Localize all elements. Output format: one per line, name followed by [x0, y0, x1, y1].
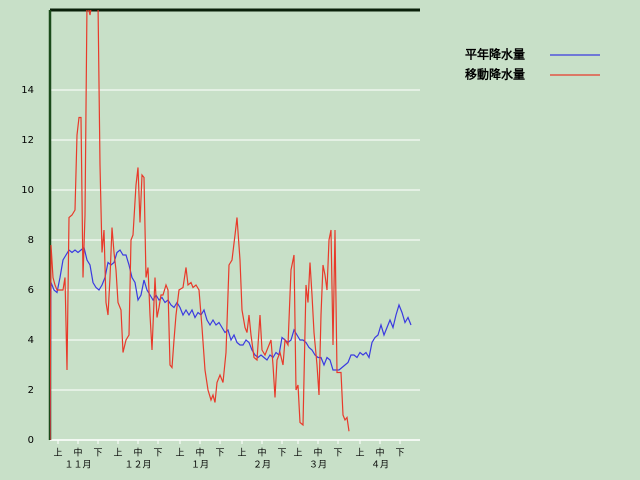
x-tick-label: 上: [355, 448, 364, 459]
legend-label: 移動降水量: [465, 67, 525, 82]
x-tick-label: 上: [293, 448, 302, 459]
month-label: ３月: [309, 460, 327, 471]
x-tick-label: 下: [93, 449, 102, 459]
x-tick-label: 中: [73, 447, 82, 459]
series-line: [50, 246, 412, 441]
x-tick-label: 中: [313, 447, 322, 459]
x-tick-label: 下: [395, 449, 404, 459]
month-label: ２月: [253, 460, 271, 471]
y-tick-label: 0: [28, 435, 34, 446]
x-tick-label: 上: [113, 448, 122, 459]
month-label: １２月: [124, 460, 151, 471]
x-tick-label: 下: [153, 449, 162, 459]
x-tick-label: 下: [277, 449, 286, 459]
x-tick-label: 上: [53, 448, 62, 459]
x-tick-label: 上: [237, 448, 246, 459]
y-tick-label: 8: [28, 235, 34, 246]
series-line: [50, 10, 350, 441]
month-label: １月: [191, 460, 209, 471]
x-tick-label: 上: [175, 448, 184, 459]
y-tick-label: 6: [28, 285, 34, 296]
legend-label: 平年降水量: [465, 47, 525, 62]
y-tick-label: 4: [28, 335, 34, 346]
y-tick-label: 12: [21, 135, 34, 146]
x-tick-label: 下: [333, 449, 342, 459]
x-tick-label: 中: [133, 447, 142, 459]
month-label: １１月: [64, 460, 91, 471]
y-tick-label: 2: [28, 385, 34, 396]
x-tick-label: 中: [257, 447, 266, 459]
x-tick-label: 下: [215, 449, 224, 459]
x-tick-label: 中: [195, 447, 204, 459]
plot-area: [50, 10, 412, 441]
y-tick-label: 10: [21, 185, 34, 196]
x-tick-label: 中: [375, 447, 384, 459]
y-tick-label: 14: [21, 85, 34, 96]
month-label: ４月: [371, 460, 389, 471]
